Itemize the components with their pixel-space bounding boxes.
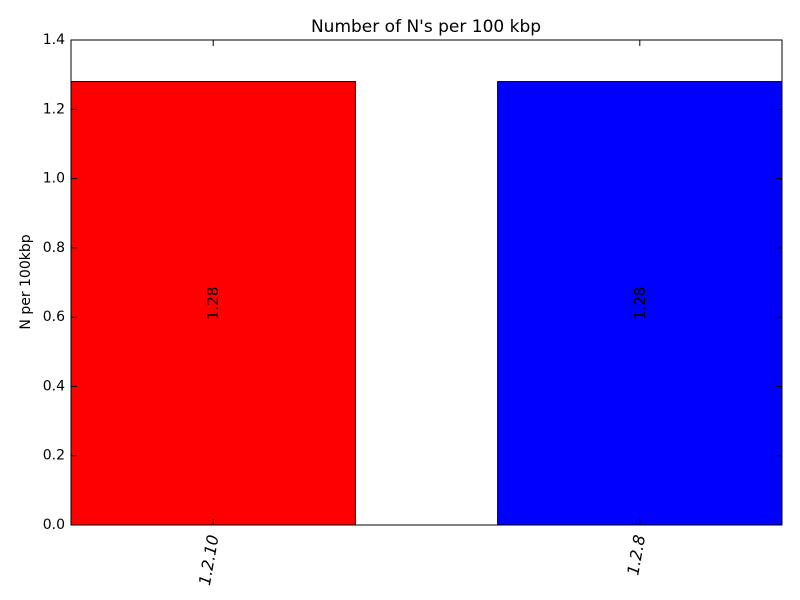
y-axis-ticks: 0.0 0.2 0.4 0.6 0.8 1.0 1.2 1.4 (43, 32, 782, 533)
data-label-1: 1.28 (631, 287, 649, 320)
x-tick-label-1: 1.2.8 (623, 533, 649, 576)
data-label-0: 1.28 (204, 287, 222, 320)
bar-0 (70, 81, 356, 526)
y-axis-label: N per 100kbp (18, 234, 34, 329)
y-tick-label-1: 0.2 (43, 448, 65, 464)
y-tick-label-0: 0.0 (43, 517, 65, 533)
bars (70, 81, 783, 526)
chart-title: Number of N's per 100 kbp (311, 17, 541, 37)
y-tick-label-6: 1.2 (43, 101, 65, 117)
y-tick-label-7: 1.4 (43, 32, 65, 48)
bar-1 (497, 81, 783, 526)
y-tick-label-4: 0.8 (43, 240, 65, 256)
y-tick-label-3: 0.6 (43, 309, 65, 325)
y-tick-label-5: 1.0 (43, 171, 65, 187)
x-tick-label-0: 1.2.10 (195, 533, 223, 586)
data-labels: 1.28 1.28 (204, 287, 649, 320)
y-tick-label-2: 0.4 (43, 378, 65, 394)
plot-area-frame (70, 39, 783, 526)
